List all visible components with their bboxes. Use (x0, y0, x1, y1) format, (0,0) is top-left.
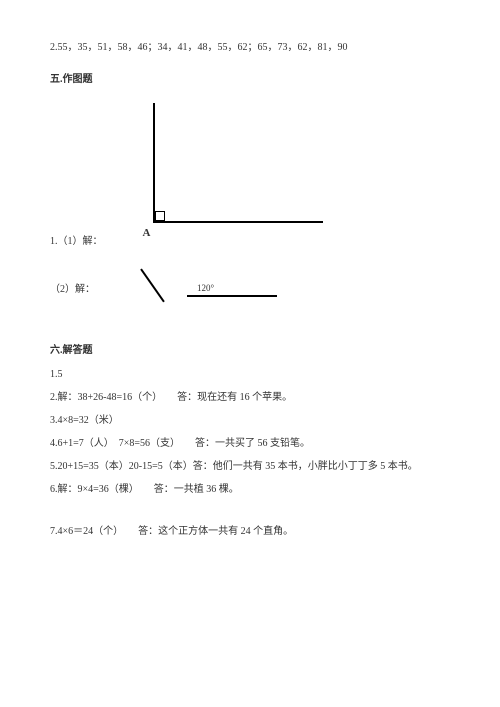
right-angle-figure: A (123, 103, 323, 243)
answer-line: 5.20+15=35（本）20-15=5（本）答：他们一共有 35 本书，小胖比… (50, 458, 450, 475)
angle-120-label: 120° (197, 283, 214, 293)
angle-120-figure: 120° (135, 267, 295, 317)
q1-label: 1.（1）解： (50, 232, 103, 247)
horizontal-line (153, 221, 323, 223)
top-sequence-line: 2.55，35，51，58，46；34，41，48，55，62；65，73，62… (50, 40, 450, 56)
spacer (50, 504, 450, 524)
section6-title: 六.解答题 (50, 341, 450, 356)
answer-line: 4.6+1=7（人） 7×8=56（支） 答：一共买了 56 支铅笔。 (50, 435, 450, 452)
section5-title: 五.作图题 (50, 70, 450, 85)
vertical-line (153, 103, 155, 223)
section6-answers: 1.5 2.解：38+26-48=16（个） 答：现在还有 16 个苹果。 3.… (50, 366, 450, 498)
right-angle-marker (155, 211, 165, 221)
angle-base-line (187, 295, 277, 297)
q2-label: （2）解： (50, 280, 95, 295)
answer-line: 1.5 (50, 366, 450, 383)
point-A-label: A (143, 227, 151, 239)
answer-line: 2.解：38+26-48=16（个） 答：现在还有 16 个苹果。 (50, 389, 450, 406)
question2-row: （2）解： 120° (50, 257, 450, 317)
angle-diagonal-line (140, 269, 164, 303)
answer-line: 6.解：9×4=36（棵） 答：一共植 36 棵。 (50, 481, 450, 498)
question1-row: 1.（1）解： A (50, 95, 450, 247)
answer-line: 3.4×8=32（米） (50, 412, 450, 429)
answer-line-7: 7.4×6＝24（个） 答：这个正方体一共有 24 个直角。 (50, 524, 450, 540)
